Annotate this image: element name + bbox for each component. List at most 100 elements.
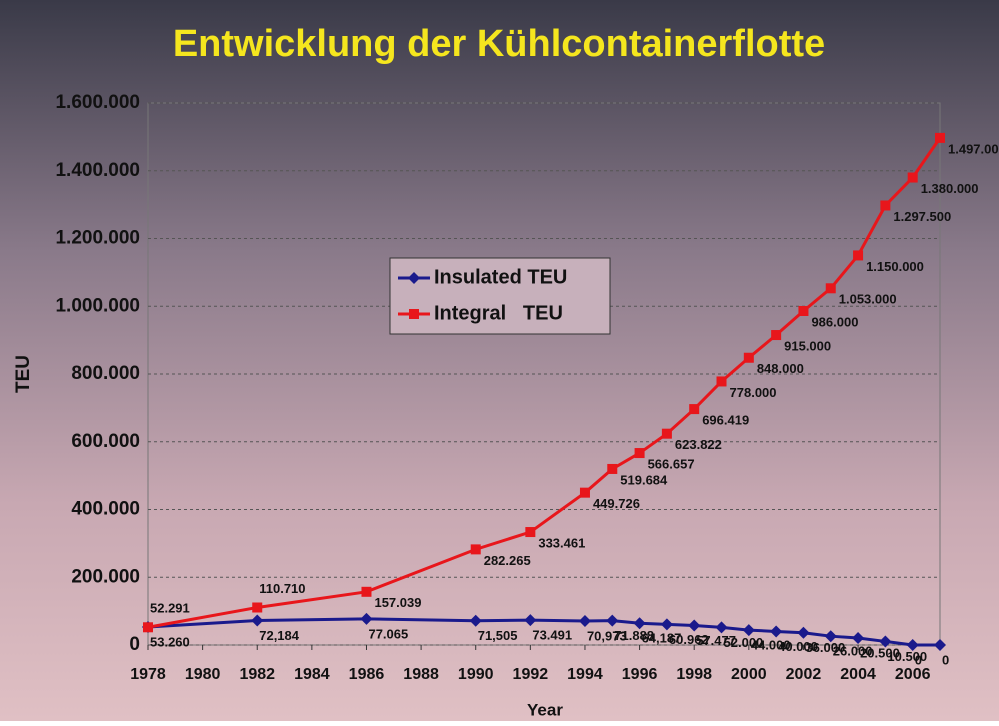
data-label: 1.053.000 (839, 292, 897, 307)
point (742, 624, 755, 637)
legend-label: Integral TEU (434, 302, 563, 324)
x-tick-label: 1988 (403, 666, 439, 683)
data-label: 72,184 (259, 628, 300, 643)
x-tick-label: 1998 (676, 666, 712, 683)
data-label: 1.150.000 (866, 259, 924, 274)
data-label: 77.065 (368, 626, 408, 641)
point (689, 404, 700, 415)
point (824, 630, 837, 643)
point (797, 626, 810, 639)
data-label: 44.000 (751, 638, 791, 653)
point (525, 527, 536, 538)
point (470, 544, 481, 555)
point (853, 250, 864, 261)
x-tick-label: 1986 (349, 666, 385, 683)
x-tick-label: 2006 (895, 666, 931, 683)
x-tick-label: 1982 (239, 666, 275, 683)
data-label: 282.265 (484, 553, 531, 568)
data-label: 333.461 (538, 535, 585, 550)
legend-marker (409, 309, 419, 319)
data-label: 26.000 (833, 644, 873, 659)
data-label: 0 (942, 652, 949, 667)
data-label: 70,973 (587, 628, 627, 643)
point (935, 132, 945, 143)
point (715, 621, 728, 634)
x-tick-label: 2002 (786, 666, 822, 683)
point (688, 619, 701, 632)
legend-marker (408, 272, 420, 284)
point (634, 448, 645, 459)
y-tick-label: 400.000 (71, 499, 140, 520)
y-tick-label: 200.000 (71, 566, 140, 587)
data-label: 848.000 (757, 361, 804, 376)
data-label: 57.477 (696, 633, 736, 648)
x-tick-label: 1984 (294, 666, 330, 683)
data-label: 623.822 (675, 437, 722, 452)
data-label: 71.888 (614, 628, 654, 643)
data-label: 986.000 (811, 314, 858, 329)
y-axis-label: TEU (13, 355, 34, 393)
data-label: 64,187 (642, 631, 682, 646)
point (660, 618, 673, 631)
data-label: 36.000 (805, 640, 845, 655)
point (251, 614, 264, 627)
data-label: 696.419 (702, 413, 749, 428)
x-tick-label: 1980 (185, 666, 221, 683)
y-tick-label: 1.200.000 (55, 228, 140, 249)
data-label: 40.000 (778, 639, 818, 654)
x-tick-label: 1978 (130, 666, 166, 683)
point (661, 428, 672, 439)
point (633, 617, 646, 630)
point (880, 200, 891, 211)
data-label: 0 (915, 652, 922, 667)
point (743, 352, 754, 363)
point (360, 612, 373, 625)
data-label: 915.000 (784, 338, 831, 353)
point (907, 172, 918, 183)
point (770, 625, 783, 638)
data-label: 60.962 (669, 632, 709, 647)
point (798, 305, 809, 316)
point (143, 622, 153, 633)
y-tick-label: 1.600.000 (55, 92, 140, 113)
y-tick-label: 600.000 (71, 431, 140, 452)
point (579, 487, 590, 498)
legend-box (389, 257, 611, 335)
data-label: 519.684 (620, 472, 668, 487)
point (906, 639, 919, 651)
data-label: 1.497.000 (948, 141, 999, 156)
data-label: 52.291 (150, 601, 190, 616)
data-label: 157.039 (374, 595, 421, 610)
data-label: 1.297.500 (893, 209, 951, 224)
x-tick-label: 1996 (622, 666, 658, 683)
point (252, 602, 263, 613)
chart-title: Entwicklung der Kühlcontainerflotte (173, 23, 825, 65)
point (524, 614, 537, 627)
data-label: 10.500 (887, 649, 927, 664)
data-label: 449.726 (593, 496, 640, 511)
point (879, 635, 892, 648)
y-tick-label: 800.000 (71, 363, 140, 384)
point (771, 330, 782, 341)
point (469, 614, 482, 627)
legend-label: Insulated TEU (434, 266, 567, 288)
x-tick-label: 1992 (513, 666, 549, 683)
data-label: 778.000 (730, 385, 777, 400)
data-label: 110.710 (259, 581, 305, 596)
x-tick-label: 2004 (840, 666, 876, 683)
point (361, 586, 372, 597)
point (606, 614, 619, 627)
data-label: 566.657 (648, 456, 695, 471)
data-label: 20.500 (860, 645, 900, 660)
x-tick-label: 2000 (731, 666, 767, 683)
data-label: 1.380.000 (921, 181, 979, 196)
point (852, 632, 865, 645)
x-axis-label: Year (527, 700, 563, 719)
x-tick-label: 1994 (567, 666, 603, 683)
y-tick-label: 1.000.000 (55, 295, 140, 316)
x-tick-label: 1990 (458, 666, 494, 683)
data-label: 71,505 (478, 628, 518, 643)
y-tick-label: 1.400.000 (55, 160, 140, 181)
